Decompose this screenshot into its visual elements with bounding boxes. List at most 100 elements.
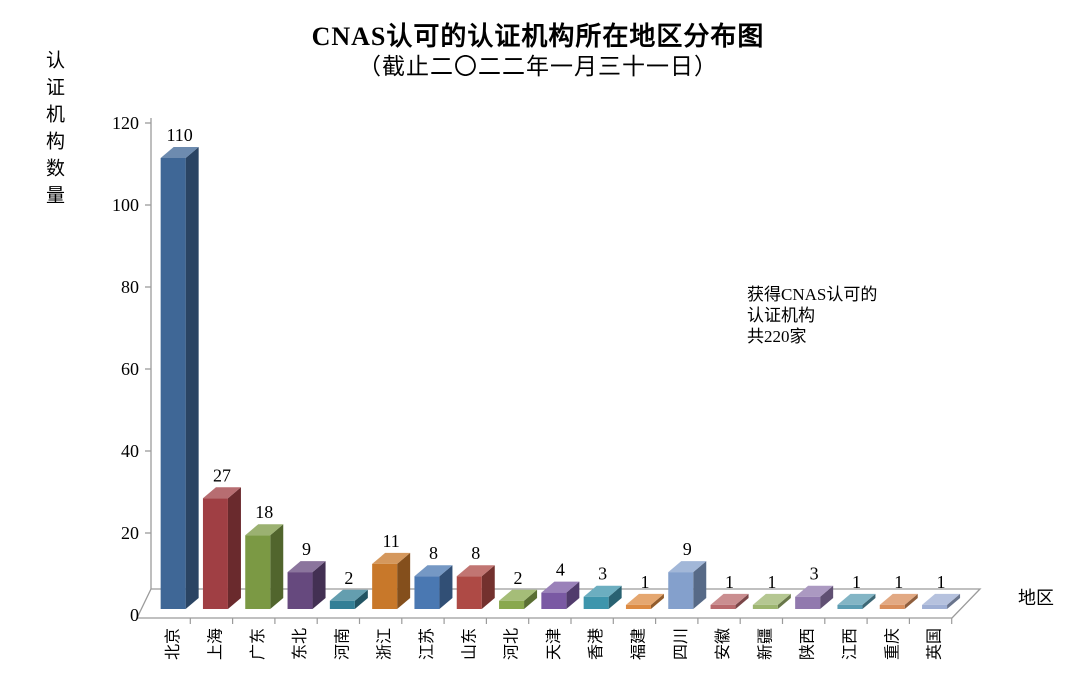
bar-face (354, 589, 368, 609)
value-label: 3 (598, 564, 607, 584)
y-tick-label: 80 (121, 277, 139, 297)
bar-face (625, 593, 664, 605)
bar-face (668, 572, 694, 609)
bar-face (650, 593, 664, 609)
bar-face (693, 561, 707, 609)
value-label: 9 (683, 539, 692, 559)
bar-东北 (287, 561, 326, 609)
bar-face (160, 158, 186, 609)
bar-face (837, 604, 863, 609)
value-label: 1 (894, 572, 903, 592)
bar-face (777, 593, 791, 609)
bar-face (245, 524, 284, 536)
category-label: 新疆 (756, 628, 774, 660)
bar-face (879, 604, 905, 609)
chart-subtitle: （截止二〇二二年一月三十一日） (358, 54, 718, 79)
category-label: 江西 (841, 628, 859, 660)
category-label: 安徽 (714, 628, 732, 660)
bar-face (372, 563, 398, 609)
bar-face (329, 589, 368, 601)
y-tick-label: 20 (121, 523, 139, 543)
bar-北京 (160, 147, 199, 609)
category-label: 山东 (460, 628, 478, 660)
category-label: 河北 (503, 628, 521, 660)
bar-face (752, 604, 778, 609)
bar-face (456, 565, 495, 577)
bar-face (752, 593, 791, 605)
bar-广东 (245, 524, 284, 609)
value-label: 110 (166, 125, 192, 145)
y-tick-label: 60 (121, 359, 139, 379)
y-tick-label: 100 (112, 195, 139, 215)
bar-face (668, 561, 707, 573)
bar-face (583, 585, 622, 597)
chart-title: CNAS认可的认证机构所在地区分布图 (311, 22, 765, 51)
value-label: 1 (852, 572, 861, 592)
bar-face (270, 524, 284, 609)
value-label: 27 (213, 465, 231, 485)
bar-河北 (499, 589, 538, 609)
category-label: 天津 (545, 628, 563, 660)
y-tick-label: 0 (130, 605, 139, 625)
bar-陕西 (795, 585, 834, 609)
category-label: 香港 (587, 628, 605, 660)
y-axis-title: 认证机构数量 (43, 50, 64, 212)
bar-face (583, 596, 609, 609)
value-label: 11 (382, 531, 399, 551)
category-label: 北京 (164, 628, 182, 660)
bar-江苏 (414, 565, 453, 609)
category-label: 重庆 (883, 628, 901, 660)
bar-face (499, 589, 538, 601)
category-label: 陕西 (799, 628, 817, 660)
bar-face (414, 565, 453, 577)
bar-香港 (583, 585, 622, 609)
bar-face (372, 552, 411, 564)
value-label: 9 (302, 539, 311, 559)
x-axis-title: 地区 (1018, 588, 1054, 608)
value-label: 8 (429, 543, 438, 563)
bar-face (862, 593, 876, 609)
bar-face (397, 552, 411, 609)
value-label: 1 (640, 572, 649, 592)
chart-annotation: 获得CNAS认可的 认证机构 共220家 (747, 285, 878, 346)
category-label: 四川 (673, 628, 690, 660)
bar-face (227, 487, 241, 609)
value-label: 2 (514, 568, 523, 588)
value-label: 1 (937, 572, 946, 592)
bar-face (456, 576, 482, 609)
bar-face (947, 593, 961, 609)
category-label: 广东 (249, 628, 267, 660)
bar-face (481, 565, 495, 609)
bar-face (625, 604, 651, 609)
bar-face (820, 585, 834, 609)
value-label: 4 (556, 560, 565, 580)
category-label: 福建 (629, 628, 647, 660)
bar-face (904, 593, 918, 609)
value-label: 1 (725, 572, 734, 592)
bar-face (608, 585, 622, 609)
bar-四川 (668, 561, 707, 609)
value-label: 18 (255, 502, 273, 522)
category-label: 英国 (926, 628, 944, 660)
bar-face (566, 581, 580, 609)
bar-face (312, 561, 326, 609)
bar-上海 (202, 487, 241, 609)
category-label: 东北 (291, 628, 309, 660)
bar-face (185, 147, 199, 609)
bar-face (710, 604, 736, 609)
bar-face (202, 487, 241, 499)
bar-face (922, 604, 948, 609)
bar-face (735, 593, 749, 609)
y-tick-label: 40 (121, 441, 139, 461)
bar-福建 (625, 593, 664, 609)
bar-face (795, 596, 821, 609)
bar-face (287, 572, 313, 609)
bar-河南 (329, 589, 368, 609)
bar-face (541, 592, 567, 609)
value-label: 3 (810, 564, 819, 584)
bar-face (541, 581, 580, 593)
bar-face (524, 589, 538, 609)
category-label: 浙江 (376, 628, 394, 660)
